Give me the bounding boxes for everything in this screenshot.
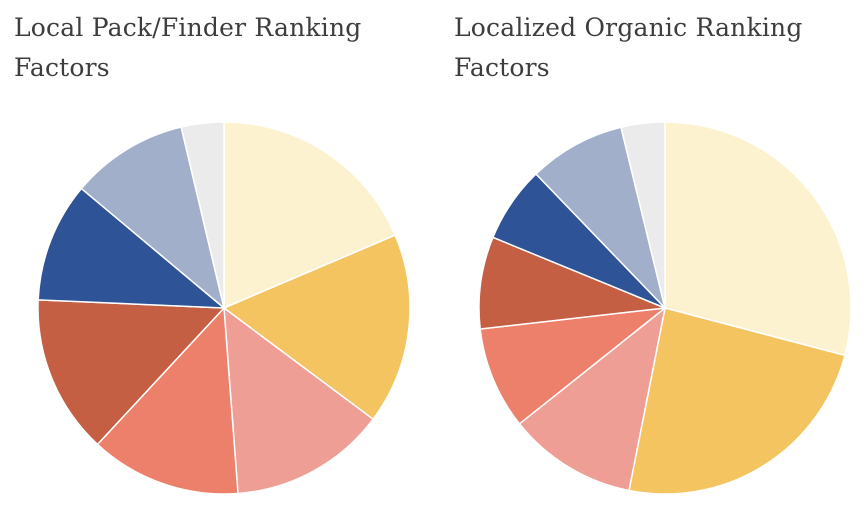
pie-slice-3 [518, 307, 666, 492]
pie-slice-3 [223, 307, 374, 495]
pie-slice-4 [96, 307, 239, 495]
chart-localized-organic: Localized Organic Ranking Factors [440, 0, 864, 509]
chart-title: Local Pack/Finder Ranking Factors [14, 13, 362, 82]
pie-slice-8 [180, 121, 225, 309]
chart-title: Localized Organic Ranking Factors [454, 13, 803, 82]
pie-chart [478, 121, 852, 495]
pie-slice-8 [620, 121, 666, 309]
pie-chart [37, 121, 411, 495]
pie-slice-2 [223, 234, 411, 420]
pie-slice-1 [664, 121, 852, 357]
pie-slice-7 [535, 126, 666, 309]
pie-slice-2 [628, 307, 846, 495]
pie-slice-1 [223, 121, 396, 309]
pie-slice-5 [37, 299, 225, 446]
pie-slice-7 [80, 126, 225, 309]
chart-local-pack: Local Pack/Finder Ranking Factors [14, 13, 411, 495]
pie-slice-6 [37, 187, 225, 309]
pie-slice-5 [478, 236, 666, 330]
pie-slice-4 [479, 307, 666, 425]
